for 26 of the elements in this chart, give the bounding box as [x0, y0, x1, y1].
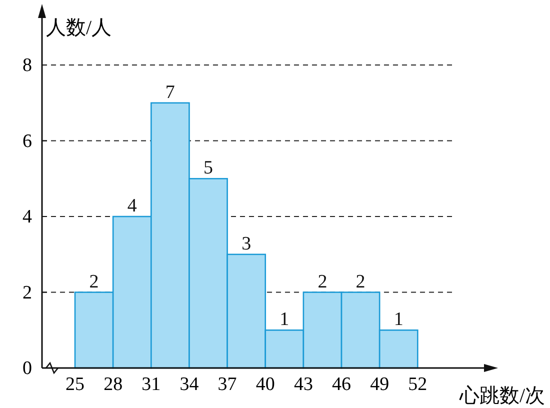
- x-tick-label: 43: [294, 374, 313, 395]
- x-axis-title: 心跳数/次: [458, 385, 545, 407]
- data-label: 4: [127, 196, 138, 217]
- data-label: 2: [89, 271, 99, 292]
- x-tick-label: 49: [370, 374, 390, 395]
- data-label: 7: [165, 82, 175, 103]
- data-label: 1: [394, 309, 404, 330]
- data-label: 5: [204, 158, 214, 179]
- y-axis-title: 人数/人: [46, 17, 112, 39]
- data-label: 2: [356, 271, 366, 292]
- y-tick-label: 0: [22, 358, 32, 379]
- y-tick-label: 6: [22, 130, 32, 152]
- x-tick-label: 40: [256, 374, 275, 395]
- data-label: 3: [242, 233, 252, 254]
- data-label: 2: [318, 271, 328, 292]
- y-tick-label: 8: [22, 55, 32, 76]
- y-tick-label: 2: [22, 282, 32, 304]
- data-label: 1: [280, 309, 290, 330]
- x-tick-label: 37: [218, 374, 237, 395]
- y-tick-label: 4: [22, 206, 32, 228]
- x-tick-label: 34: [180, 374, 200, 395]
- x-tick-label: 31: [142, 374, 161, 395]
- x-tick-label: 25: [65, 374, 84, 395]
- x-tick-label: 46: [332, 374, 352, 395]
- x-tick-label: 52: [408, 374, 428, 395]
- x-tick-label: 28: [104, 374, 123, 395]
